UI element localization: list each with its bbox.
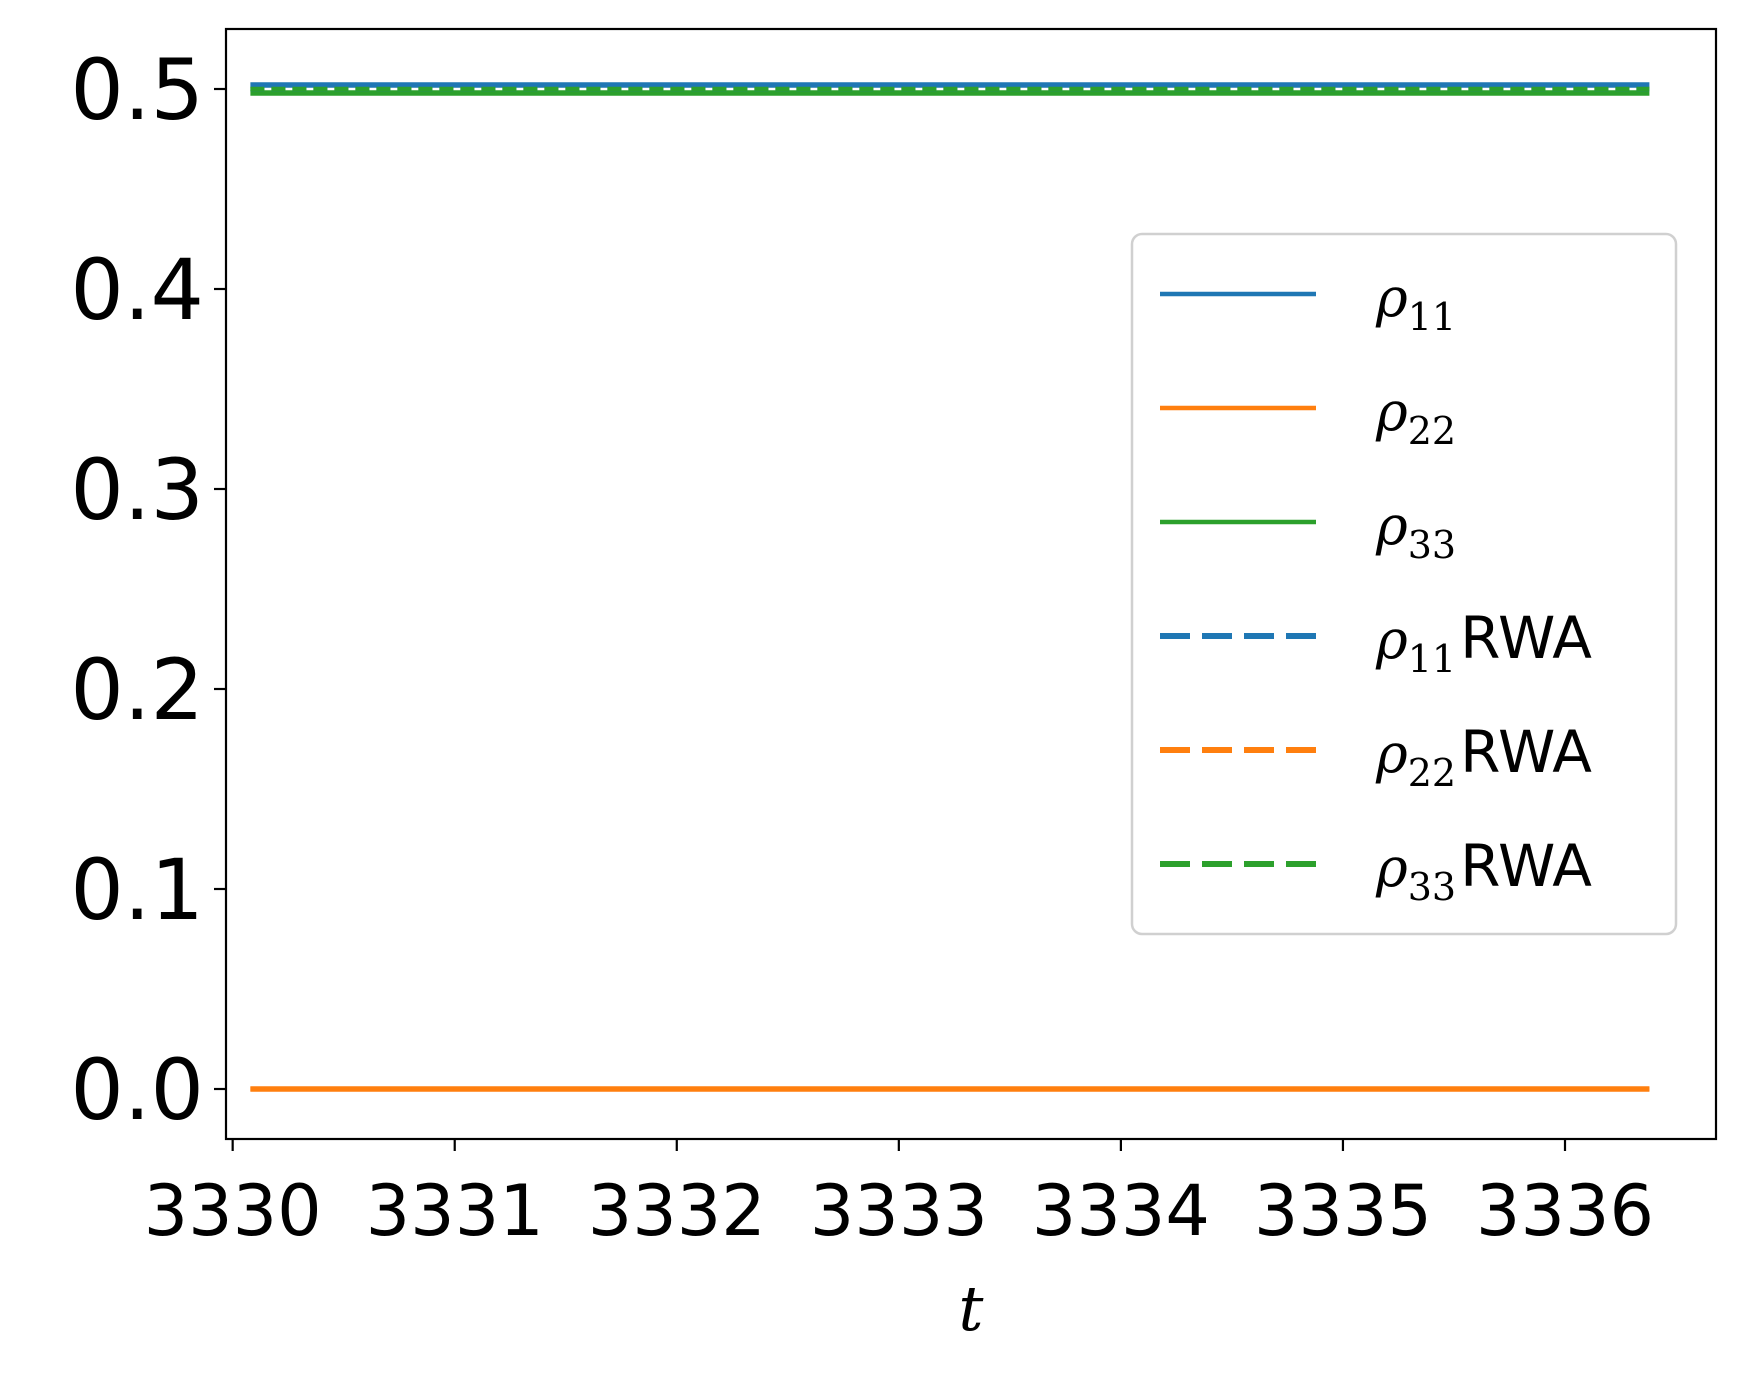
x-tick-label: 3330 [144,1170,322,1252]
x-tick-label: 3335 [1254,1170,1432,1252]
x-axis: 3330 3331 3332 3333 3334 3335 3336 [144,1139,1654,1252]
x-tick-label: 3332 [588,1170,766,1252]
x-tick-label: 3331 [366,1170,544,1252]
legend-label: ρ11 [1375,266,1456,339]
legend-label: ρ22RWA [1375,718,1592,795]
x-tick-label: 3333 [810,1170,988,1252]
y-tick-label: 0.0 [70,1041,204,1139]
y-tick-label: 0.5 [70,41,204,139]
legend-label: ρ11RWA [1375,604,1592,681]
legend-box [1130,232,1678,936]
y-tick-label: 0.1 [70,841,204,939]
x-tick-label: 3334 [1032,1170,1210,1252]
x-axis-label: t [959,1272,984,1345]
legend-label: ρ33 [1375,494,1456,567]
y-tick-label: 0.4 [70,241,204,339]
legend-label: ρ33RWA [1375,832,1592,909]
legend: ρ11 ρ22 ρ33 ρ11RWA ρ22RWA ρ33RWA [1130,232,1678,936]
y-tick-label: 0.2 [70,641,204,739]
y-tick-label: 0.3 [70,441,204,539]
plot-frame [224,27,1718,1141]
series-layer [250,82,1650,1092]
legend-label: ρ22 [1375,380,1456,453]
y-axis: 0.0 0.1 0.2 0.3 0.4 0.5 [70,41,226,1139]
x-tick-label: 3336 [1476,1170,1654,1252]
